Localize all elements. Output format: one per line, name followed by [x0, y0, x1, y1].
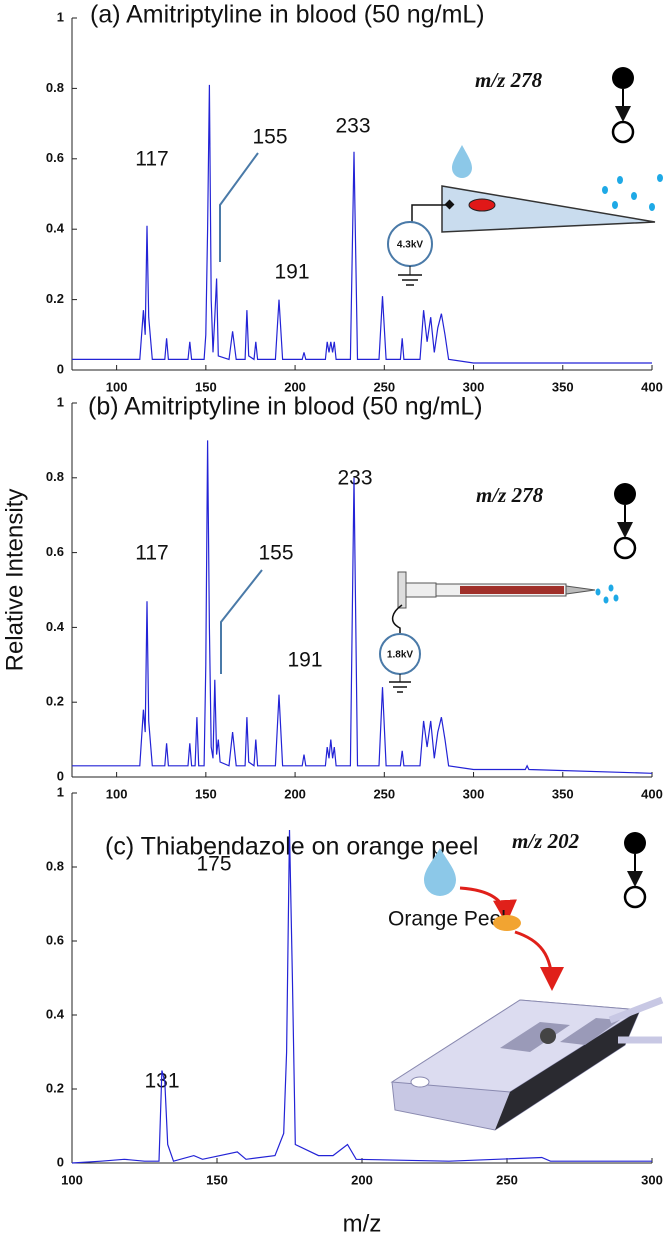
x-tick-label: 200: [351, 1172, 373, 1187]
peak-label: 233: [337, 467, 372, 490]
x-tick-label: 100: [61, 1172, 83, 1187]
y-tick-label: 0.8: [46, 469, 64, 484]
paper-spray-inset: 4.3kV: [387, 145, 663, 286]
x-tick-label: 300: [463, 379, 485, 394]
y-tick-label: 0.6: [46, 932, 64, 947]
x-tick-label: 200: [284, 379, 306, 394]
y-tick-label: 1: [57, 9, 64, 24]
leader-line: [219, 152, 259, 262]
x-tick-label: 150: [195, 786, 217, 801]
peak-label: 117: [135, 148, 168, 171]
x-tick-label: 350: [552, 379, 574, 394]
x-tick-label: 150: [206, 1172, 228, 1187]
x-tick-label: 300: [641, 1172, 663, 1187]
x-tick-label: 250: [373, 379, 395, 394]
y-tick-label: 0.2: [46, 1080, 64, 1095]
chart-title: (b) Amitriptyline in blood (50 ng/mL): [88, 393, 483, 421]
spectrum-line: [72, 440, 653, 774]
y-axis-label: Relative Intensity: [1, 489, 28, 672]
peak-label: 117: [135, 542, 168, 565]
device-inset: Orange Peel: [388, 848, 664, 1131]
y-tick-label: 0.6: [46, 544, 64, 559]
voltage-label: 1.8kV: [387, 650, 413, 661]
y-tick-label: 1: [57, 784, 64, 799]
syringe-inset: 1.8kV: [379, 571, 619, 693]
peak-label: 155: [258, 542, 293, 565]
y-tick-label: 0.4: [46, 221, 65, 236]
y-tick-label: 0: [57, 768, 64, 783]
fragment-label: m/z 278: [475, 68, 543, 92]
y-tick-label: 1: [57, 394, 64, 409]
voltage-label: 4.3kV: [397, 240, 423, 251]
x-tick-label: 100: [106, 379, 128, 394]
peak-label: 175: [196, 853, 231, 876]
y-tick-label: 0.6: [46, 150, 64, 165]
peak-label: 233: [335, 115, 370, 138]
chart-title: (c) Thiabendazole on orange peel: [105, 833, 478, 861]
peak-label: 155: [252, 126, 287, 149]
x-tick-label: 250: [496, 1172, 518, 1187]
y-tick-label: 0.8: [46, 858, 64, 873]
y-tick-label: 0: [57, 1154, 64, 1169]
x-tick-label: 250: [373, 786, 395, 801]
x-tick-label: 100: [106, 786, 128, 801]
x-axis-label: m/z: [343, 1210, 382, 1237]
y-tick-label: 0.2: [46, 694, 64, 709]
fragment-symbol: m/z 278 m/z 278 m/z 202: [475, 67, 647, 909]
x-tick-label: 300: [463, 786, 485, 801]
y-tick-label: 0: [57, 361, 64, 376]
y-tick-label: 0.2: [46, 291, 64, 306]
fragment-label: m/z 278: [476, 483, 544, 507]
chart-title: (a) Amitriptyline in blood (50 ng/mL): [90, 1, 485, 29]
x-tick-label: 200: [284, 786, 306, 801]
leader-line: [220, 569, 263, 674]
x-tick-label: 150: [195, 379, 217, 394]
x-tick-label: 400: [641, 786, 663, 801]
x-tick-label: 400: [641, 379, 663, 394]
peak-label: 191: [287, 649, 322, 672]
x-tick-label: 350: [552, 786, 574, 801]
y-tick-label: 0.4: [46, 1006, 65, 1021]
peak-label: 191: [274, 261, 309, 284]
sample-label: Orange Peel: [388, 908, 506, 931]
spectrum-line: [72, 84, 652, 364]
fragment-label: m/z 202: [512, 829, 580, 853]
spectrum-line: [71, 829, 652, 1164]
y-tick-label: 0.8: [46, 80, 64, 95]
y-tick-label: 0.4: [46, 619, 65, 634]
